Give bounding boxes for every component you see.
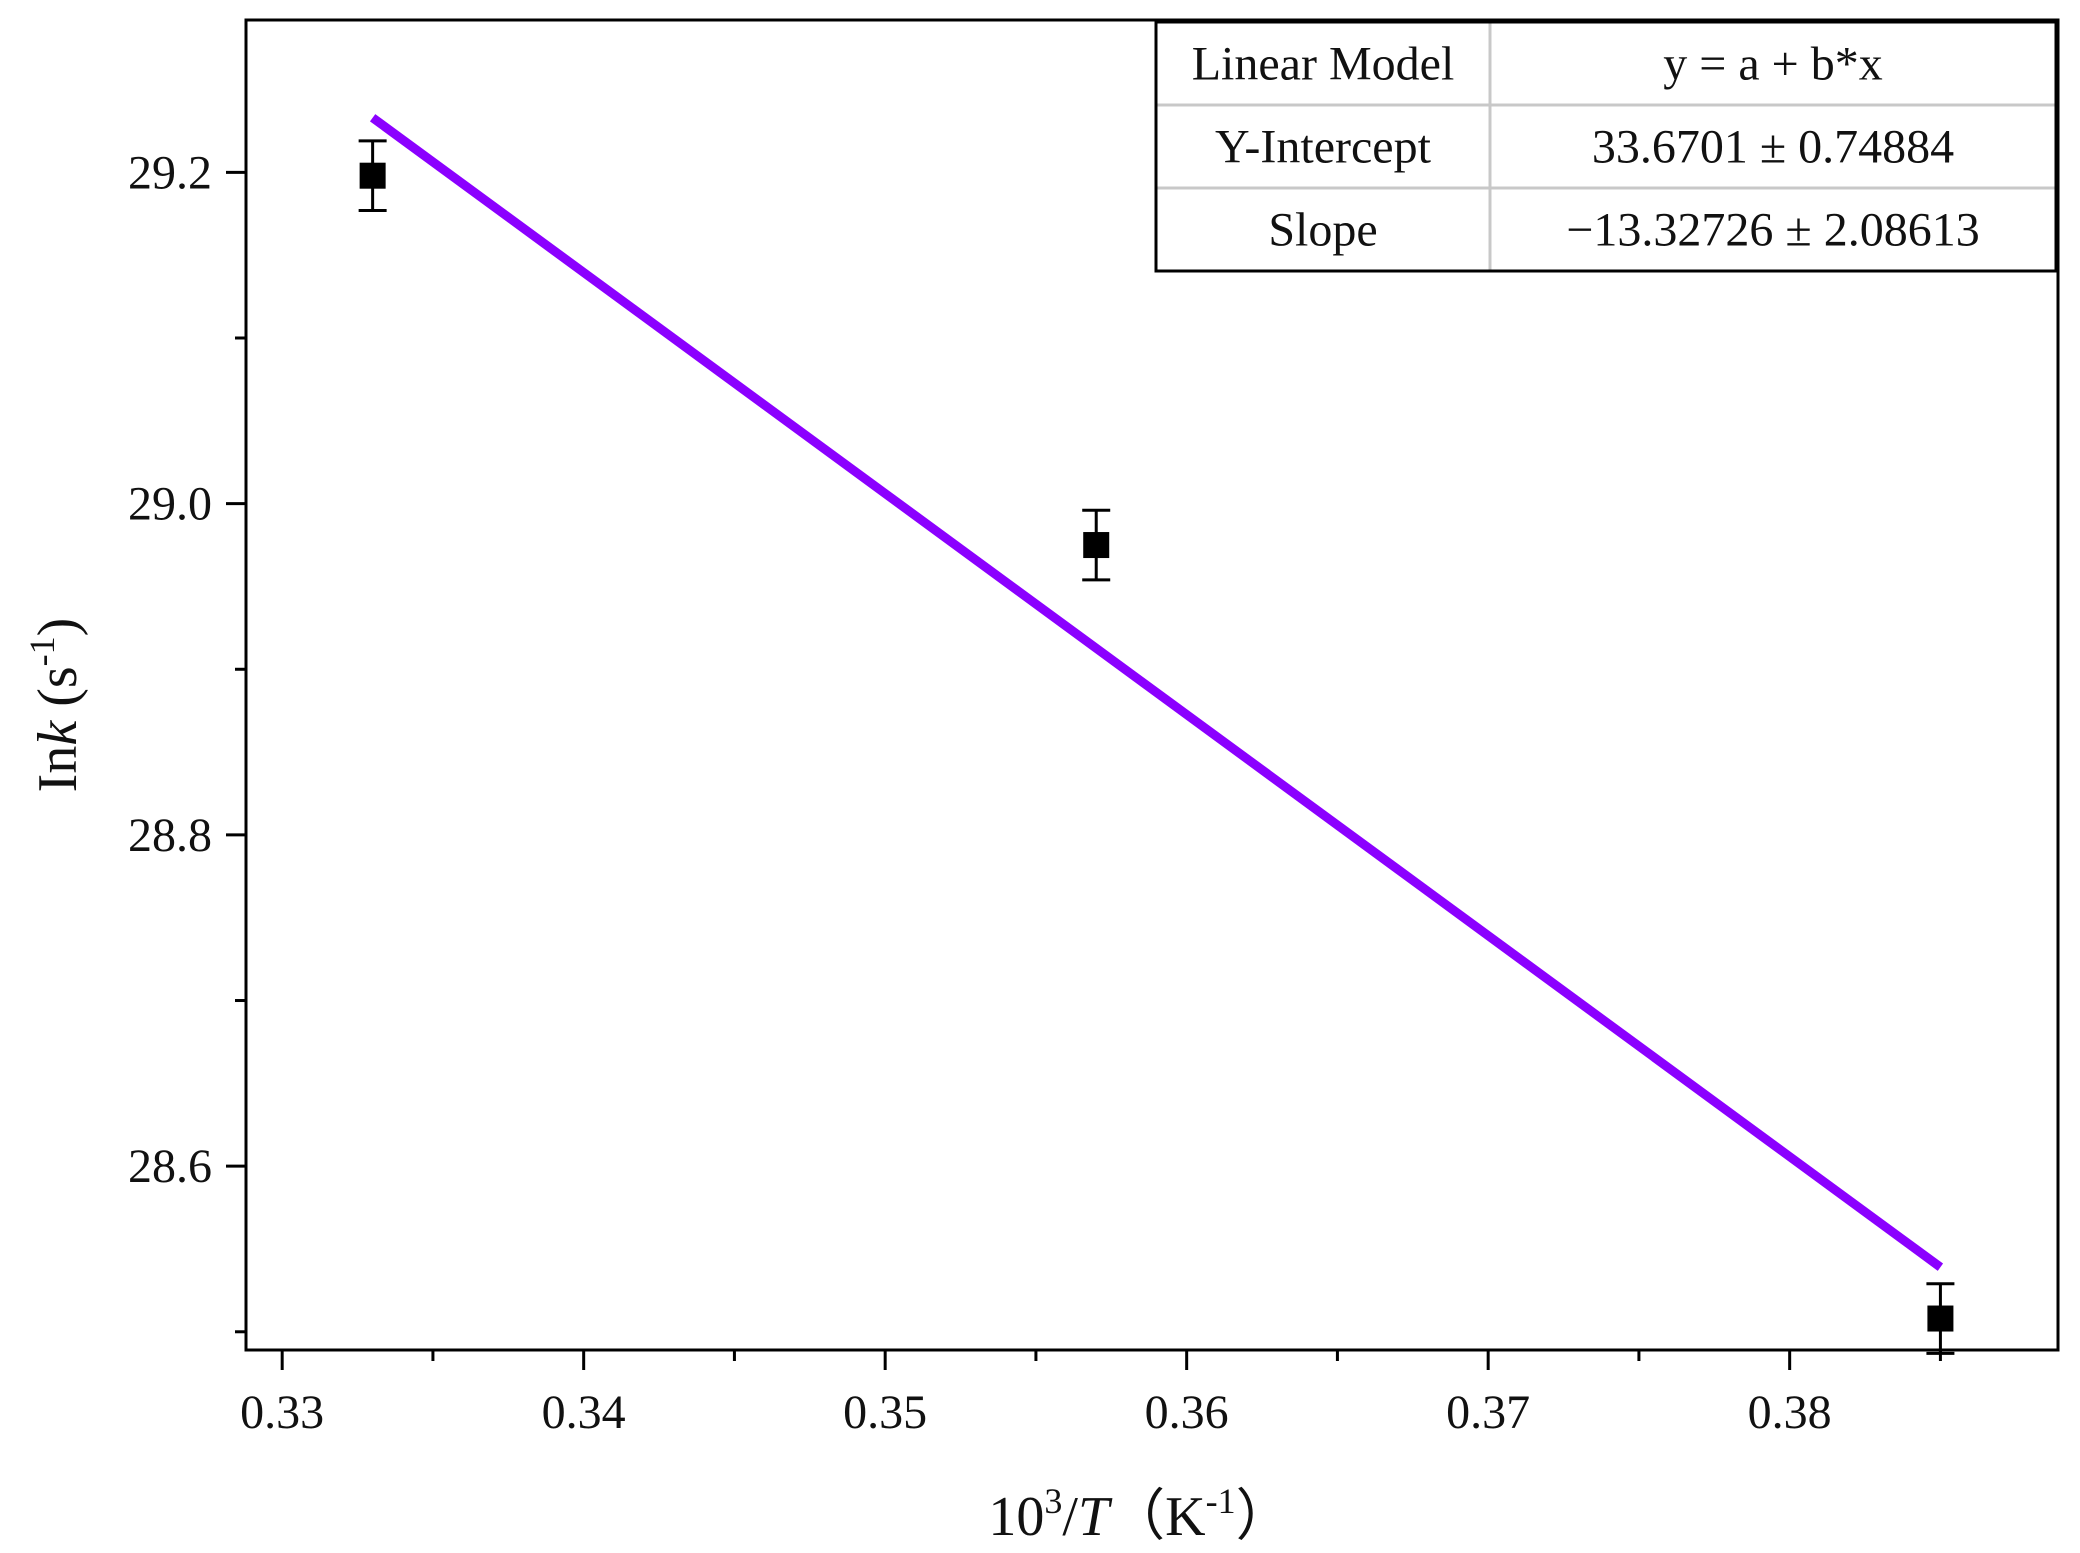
- table-cell-value: 33.6701 ± 0.74884: [1592, 121, 1954, 174]
- data-point-marker: [359, 162, 386, 189]
- x-tick-label: 0.34: [542, 1386, 626, 1439]
- plot-frame: [244, 18, 2060, 1352]
- fit-results-table: Linear Model y = a + b*x Y-Intercept 33.670…: [1154, 20, 2058, 273]
- x-tick-label: 0.36: [1145, 1386, 1229, 1439]
- data-point-group: [1082, 508, 1111, 582]
- x-axis-title: 103/T（K-1）: [988, 1481, 1291, 1548]
- fit-line-group: [369, 114, 1944, 1271]
- fit-line: [369, 114, 1944, 1271]
- data-point-group: [1926, 1282, 1955, 1355]
- data-point-marker: [1927, 1305, 1954, 1332]
- data-points: [358, 139, 1955, 1355]
- data-point-group: [358, 139, 387, 212]
- y-tick-label: 29.2: [128, 146, 212, 199]
- x-tick-label: 0.37: [1446, 1386, 1530, 1439]
- x-tick-label: 0.35: [843, 1386, 927, 1439]
- x-tick-label: 0.38: [1748, 1386, 1832, 1439]
- axes: 0.33 0.34 0.35 0.36 0.37 0.38 28.6 28.8 29.0 29.2: [128, 18, 2060, 1439]
- table-cell-value: y = a + b*x: [1663, 38, 1882, 91]
- x-tick-label: 0.33: [240, 1386, 324, 1439]
- data-point-marker: [1083, 532, 1110, 559]
- table-background: [1156, 22, 2056, 271]
- y-tick-label: 29.0: [128, 478, 212, 531]
- table-cell-label: Y-Intercept: [1215, 121, 1432, 174]
- table-cell-value: −13.32726 ± 2.08613: [1566, 204, 1979, 257]
- table-cell-label: Slope: [1268, 204, 1377, 257]
- y-tick-label: 28.8: [128, 809, 212, 862]
- y-tick-label: 28.6: [128, 1140, 212, 1193]
- table-border: [1154, 20, 2058, 273]
- table-cell-label: Linear Model: [1192, 38, 1455, 91]
- y-axis-title: Ink (s-1): [22, 618, 89, 793]
